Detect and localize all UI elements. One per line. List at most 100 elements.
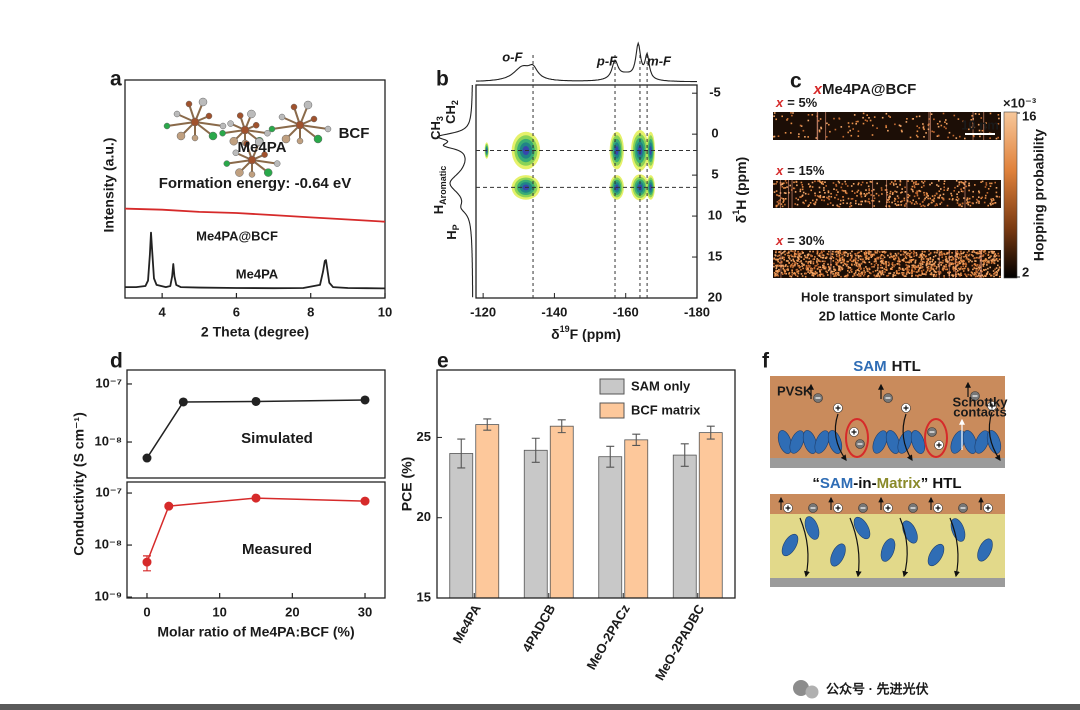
lattice-site [794,250,797,252]
lattice-site [825,270,827,273]
lattice-site [882,262,884,264]
lattice-site [952,257,954,259]
lattice-site [929,260,931,263]
lattice-site [976,256,978,259]
lattice-site [958,253,960,255]
lattice-site [902,253,905,256]
lattice-site [776,258,779,261]
lattice-site [971,251,974,253]
lattice-site [976,252,978,255]
lattice-site [810,260,812,262]
lattice-site [961,259,963,262]
lattice-site [913,181,915,184]
panel-title: xMe4PA@BCF [813,81,917,98]
lattice-site [940,188,942,190]
lattice-site [775,118,777,121]
lattice-site [838,267,840,269]
lattice-site [960,255,963,258]
sam-molecule [802,430,818,454]
lattice-site [955,252,958,255]
peak-label-part: 3 [435,116,445,121]
lattice-site [987,267,989,270]
lattice-site [978,268,981,270]
lattice-site [857,183,859,186]
lattice-site [897,252,900,255]
lattice-site [795,253,797,255]
lattice-site [854,272,857,274]
lattice-site [842,252,845,255]
lattice-site [793,260,796,263]
lattice-site [942,193,945,196]
lattice-site [894,190,896,193]
lattice-site [932,265,934,267]
panel-label: e [437,350,449,373]
lattice-site [895,204,898,207]
peak-label-part: H [444,230,459,239]
molecule-atom [273,160,281,167]
lattice-site [785,192,787,194]
lattice-site [800,181,803,184]
lattice-site [827,190,830,192]
lattice-site [856,274,859,276]
lattice-site [911,189,914,191]
lattice-site [911,275,913,278]
lattice-site [908,272,911,274]
lattice-site [881,267,884,269]
lattice-site [917,183,920,185]
lattice-site [901,130,903,133]
lattice-site [946,261,949,263]
peak-label-part: H [431,205,446,214]
lattice-site [883,263,885,265]
lattice-site [856,265,859,268]
lattice-site [922,182,925,184]
legend-label: BCF matrix [631,402,701,417]
lattice-site [860,268,862,270]
lattice-site [987,271,989,273]
lattice-site [785,268,788,271]
error-bar [531,437,540,463]
lattice-site [807,271,809,273]
lattice-site [828,268,831,271]
lattice-site [974,275,977,278]
row-label: x = 15% [775,163,825,178]
lattice-site [981,270,983,273]
lattice-site [795,269,798,271]
lattice-site [779,257,781,260]
lattice-site [930,267,932,270]
lattice-site [889,183,892,185]
lattice-site [847,270,849,272]
lattice-site [955,180,958,182]
lattice-site [958,267,960,270]
lattice-site [973,135,975,138]
lattice-site [965,185,968,188]
lattice-site [976,198,978,201]
lattice-site [846,275,848,278]
lattice-site [989,137,991,139]
lattice-site [819,269,821,271]
y-tick-label: 10⁻⁷ [95,375,122,390]
lattice-site [981,274,984,276]
lattice-site [870,194,872,196]
lattice-site [857,135,860,137]
y-tick-label: -5 [709,85,721,100]
lattice-site [916,275,919,277]
lattice-site [842,199,845,201]
lattice-site [797,265,799,267]
lattice-site [854,192,856,194]
lattice-site [990,250,993,253]
y-tick-label: 20 [417,509,431,524]
lattice-site [850,198,853,200]
lattice-site [797,256,799,258]
lattice-site [833,270,835,273]
lattice-site [879,271,881,273]
molecule-atom [243,140,250,148]
lattice-site [852,260,854,263]
lattice-site [898,264,901,266]
lattice-site [827,274,829,276]
lattice-site [920,259,923,261]
lattice-site [894,274,897,277]
lattice-site [886,191,888,194]
lattice-site [814,256,816,258]
lattice-site [882,273,885,276]
lattice-site [881,193,883,195]
